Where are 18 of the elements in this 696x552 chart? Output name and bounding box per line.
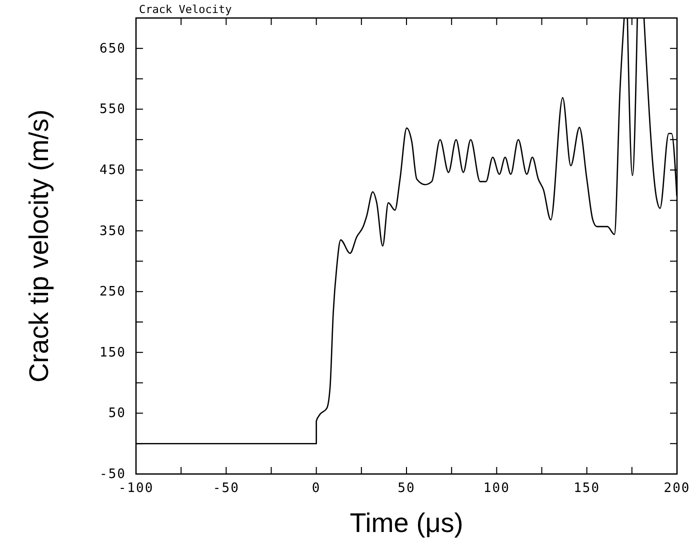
y-axis-title: Crack tip velocity (m/s) [24,109,54,383]
x-tick-label: 50 [398,481,416,496]
y-tick-label: 150 [100,345,126,360]
x-tick-label: 0 [312,481,321,496]
x-tick-label: -100 [118,481,154,496]
y-tick-label: 550 [100,102,126,118]
y-tick-label: 650 [100,41,126,56]
y-tick-label: 350 [100,224,126,239]
x-axis-title: Time (μs) [350,508,464,538]
y-tick-label: 250 [100,284,126,300]
chart-title: Crack Velocity [139,3,232,16]
x-tick-label: 150 [574,481,600,496]
y-tick-label: -50 [100,467,126,482]
x-tick-label: 100 [483,481,510,496]
x-tick-label: -50 [212,481,240,496]
y-tick-label: 50 [108,406,126,422]
y-tick-label: 450 [100,163,126,178]
x-tick-label: 200 [664,481,690,496]
